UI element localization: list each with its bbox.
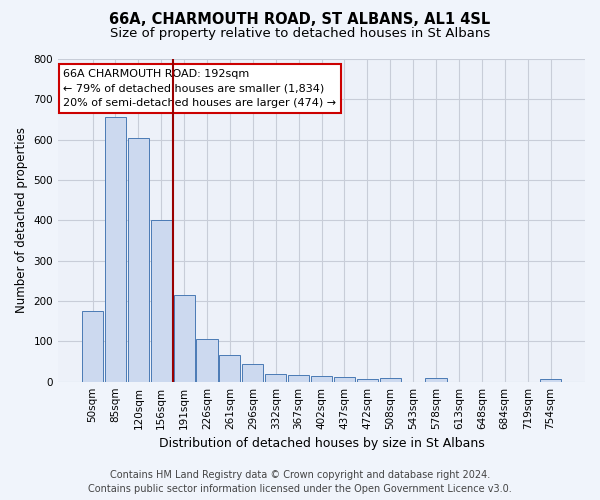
Bar [425, 378, 446, 382]
Text: Size of property relative to detached houses in St Albans: Size of property relative to detached ho… [110, 28, 490, 40]
Text: Contains HM Land Registry data © Crown copyright and database right 2024.
Contai: Contains HM Land Registry data © Crown c… [88, 470, 512, 494]
Bar [151, 220, 172, 382]
Text: 66A CHARMOUTH ROAD: 192sqm
← 79% of detached houses are smaller (1,834)
20% of s: 66A CHARMOUTH ROAD: 192sqm ← 79% of deta… [64, 68, 337, 108]
Text: 66A, CHARMOUTH ROAD, ST ALBANS, AL1 4SL: 66A, CHARMOUTH ROAD, ST ALBANS, AL1 4SL [109, 12, 491, 28]
Bar [380, 378, 401, 382]
Bar [82, 311, 103, 382]
Bar [540, 379, 561, 382]
Bar [128, 138, 149, 382]
Bar [288, 375, 309, 382]
Y-axis label: Number of detached properties: Number of detached properties [15, 128, 28, 314]
Bar [196, 338, 218, 382]
Bar [242, 364, 263, 382]
X-axis label: Distribution of detached houses by size in St Albans: Distribution of detached houses by size … [158, 437, 484, 450]
Bar [173, 295, 194, 382]
Bar [311, 376, 332, 382]
Bar [105, 118, 126, 382]
Bar [220, 356, 241, 382]
Bar [265, 374, 286, 382]
Bar [334, 377, 355, 382]
Bar [357, 379, 378, 382]
